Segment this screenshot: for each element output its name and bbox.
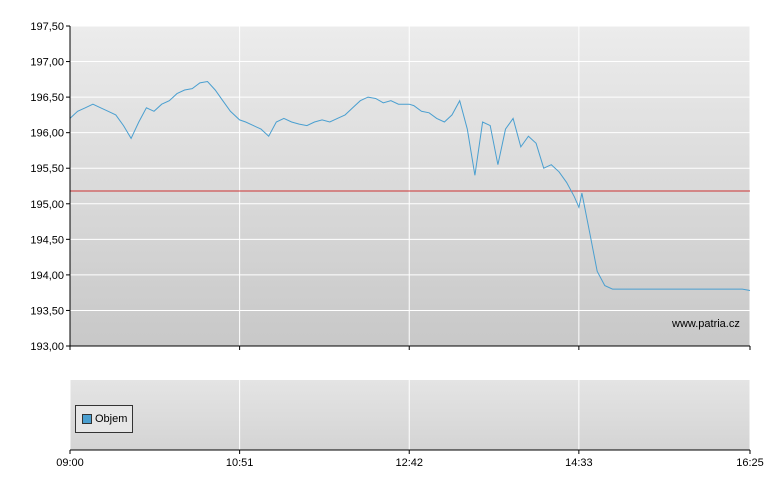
y-tick-label: 195,50 [30, 163, 64, 175]
y-tick-label: 194,50 [30, 234, 64, 246]
y-tick-label: 193,00 [30, 341, 64, 353]
legend-swatch [82, 414, 92, 424]
volume-legend: Objem [75, 405, 133, 433]
y-axis: 197,50 197,00 196,50 196,00 195,50 195,00 194,… [30, 21, 70, 353]
price-series-line [69, 80, 751, 291]
x-tick-label: 10:51 [226, 457, 254, 469]
y-tick-label: 195,00 [30, 199, 64, 211]
y-tick-label: 197,00 [30, 57, 64, 69]
x-tick-label: 09:00 [56, 457, 84, 469]
y-tick-label: 197,50 [30, 21, 64, 33]
x-tick-label: 14:33 [565, 457, 593, 469]
x-tick-label: 12:42 [395, 457, 423, 469]
watermark: www.patria.cz [672, 318, 740, 330]
volume-legend-label: Objem [95, 413, 128, 425]
x-axis: 09:00 10:51 12:42 14:33 16:25 [56, 346, 764, 469]
y-tick-label: 196,50 [30, 92, 64, 104]
price-plot-area [70, 26, 750, 346]
y-tick-label: 196,00 [30, 128, 64, 140]
x-tick-label: 16:25 [736, 457, 764, 469]
volume-plot-area [70, 380, 750, 450]
y-tick-label: 193,50 [30, 305, 64, 317]
y-tick-label: 194,00 [30, 270, 64, 282]
grid [69, 25, 751, 450]
